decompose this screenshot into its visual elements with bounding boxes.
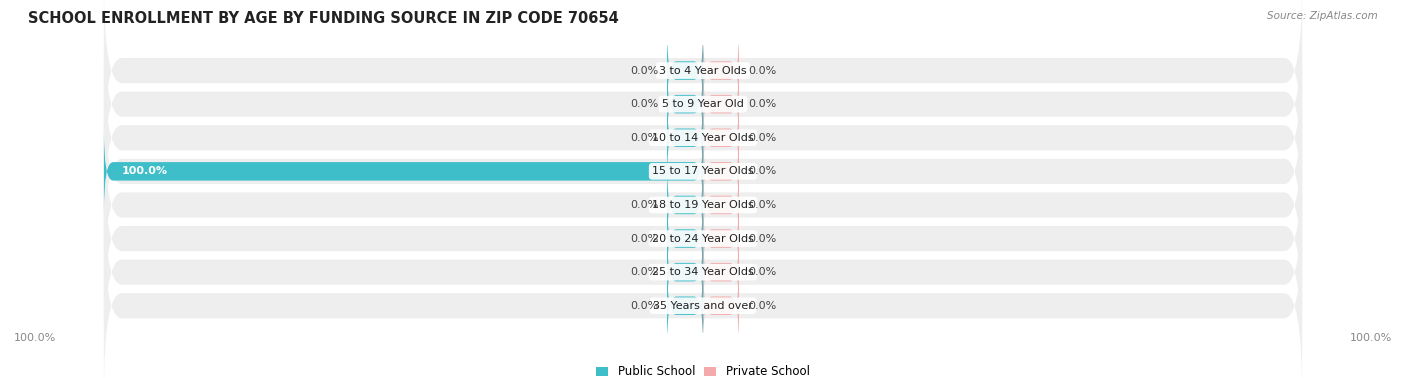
Text: 0.0%: 0.0% bbox=[630, 301, 658, 311]
Text: 35 Years and over: 35 Years and over bbox=[652, 301, 754, 311]
Text: Source: ZipAtlas.com: Source: ZipAtlas.com bbox=[1267, 11, 1378, 21]
FancyBboxPatch shape bbox=[703, 29, 740, 112]
Text: SCHOOL ENROLLMENT BY AGE BY FUNDING SOURCE IN ZIP CODE 70654: SCHOOL ENROLLMENT BY AGE BY FUNDING SOUR… bbox=[28, 11, 619, 26]
FancyBboxPatch shape bbox=[104, 16, 1302, 192]
Text: 5 to 9 Year Old: 5 to 9 Year Old bbox=[662, 99, 744, 109]
Text: 0.0%: 0.0% bbox=[748, 301, 776, 311]
FancyBboxPatch shape bbox=[666, 265, 703, 347]
FancyBboxPatch shape bbox=[104, 117, 1302, 293]
FancyBboxPatch shape bbox=[104, 184, 1302, 360]
Text: 0.0%: 0.0% bbox=[748, 166, 776, 177]
Text: 20 to 24 Year Olds: 20 to 24 Year Olds bbox=[652, 234, 754, 243]
Legend: Public School, Private School: Public School, Private School bbox=[596, 366, 810, 378]
Text: 3 to 4 Year Olds: 3 to 4 Year Olds bbox=[659, 65, 747, 76]
Text: 0.0%: 0.0% bbox=[630, 267, 658, 277]
Text: 0.0%: 0.0% bbox=[748, 133, 776, 143]
Text: 0.0%: 0.0% bbox=[630, 234, 658, 243]
Text: 18 to 19 Year Olds: 18 to 19 Year Olds bbox=[652, 200, 754, 210]
Text: 15 to 17 Year Olds: 15 to 17 Year Olds bbox=[652, 166, 754, 177]
FancyBboxPatch shape bbox=[666, 63, 703, 145]
FancyBboxPatch shape bbox=[104, 218, 1302, 378]
Text: 0.0%: 0.0% bbox=[630, 200, 658, 210]
Text: 25 to 34 Year Olds: 25 to 34 Year Olds bbox=[652, 267, 754, 277]
FancyBboxPatch shape bbox=[666, 164, 703, 246]
Text: 100.0%: 100.0% bbox=[122, 166, 167, 177]
FancyBboxPatch shape bbox=[703, 164, 740, 246]
FancyBboxPatch shape bbox=[703, 197, 740, 280]
FancyBboxPatch shape bbox=[703, 63, 740, 145]
Text: 0.0%: 0.0% bbox=[748, 200, 776, 210]
FancyBboxPatch shape bbox=[703, 231, 740, 313]
FancyBboxPatch shape bbox=[666, 29, 703, 112]
Text: 0.0%: 0.0% bbox=[748, 234, 776, 243]
FancyBboxPatch shape bbox=[666, 97, 703, 179]
Text: 0.0%: 0.0% bbox=[630, 133, 658, 143]
FancyBboxPatch shape bbox=[703, 97, 740, 179]
Text: 0.0%: 0.0% bbox=[630, 65, 658, 76]
Text: 0.0%: 0.0% bbox=[630, 99, 658, 109]
FancyBboxPatch shape bbox=[703, 130, 740, 212]
Text: 0.0%: 0.0% bbox=[748, 267, 776, 277]
FancyBboxPatch shape bbox=[666, 197, 703, 280]
Text: 0.0%: 0.0% bbox=[748, 65, 776, 76]
FancyBboxPatch shape bbox=[666, 231, 703, 313]
FancyBboxPatch shape bbox=[104, 150, 1302, 327]
Text: 100.0%: 100.0% bbox=[1350, 333, 1392, 342]
FancyBboxPatch shape bbox=[703, 265, 740, 347]
FancyBboxPatch shape bbox=[104, 130, 703, 212]
FancyBboxPatch shape bbox=[104, 83, 1302, 260]
Text: 10 to 14 Year Olds: 10 to 14 Year Olds bbox=[652, 133, 754, 143]
FancyBboxPatch shape bbox=[104, 50, 1302, 226]
Text: 100.0%: 100.0% bbox=[14, 333, 56, 342]
FancyBboxPatch shape bbox=[104, 0, 1302, 159]
Text: 0.0%: 0.0% bbox=[748, 99, 776, 109]
